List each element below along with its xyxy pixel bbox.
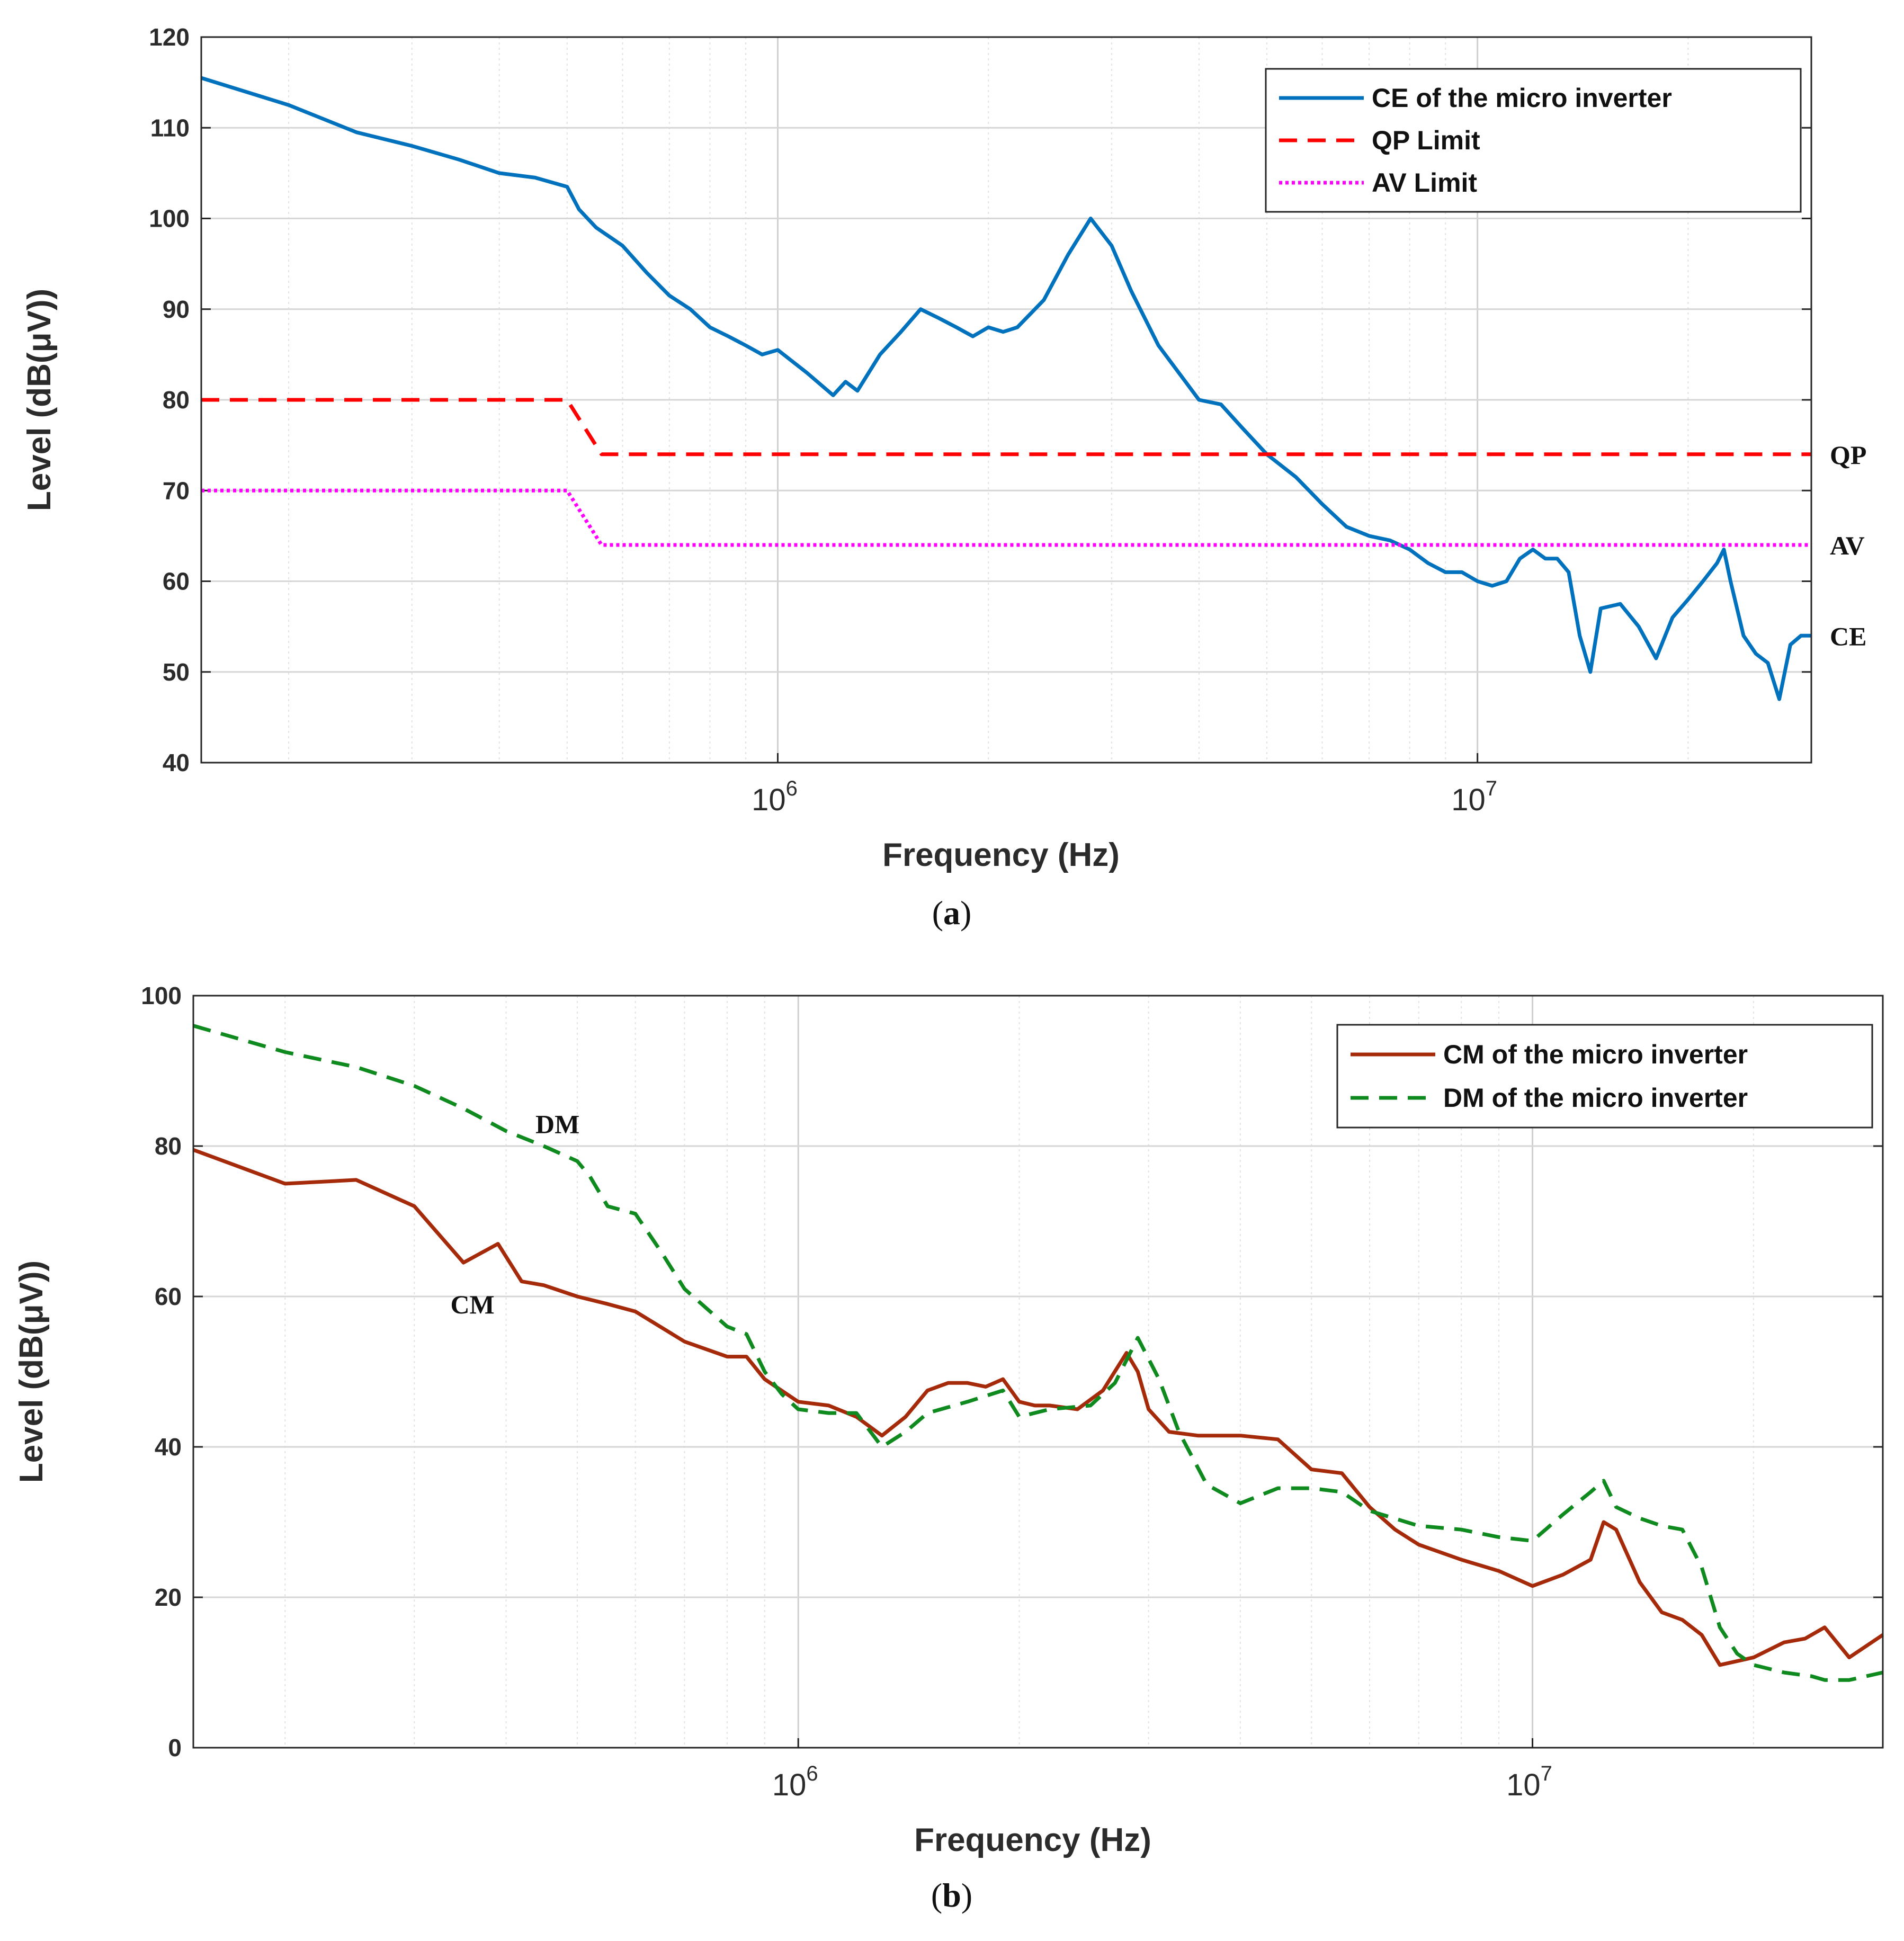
x-axis-label: Frequency (Hz) [914,1822,1151,1858]
y-tick-label: 120 [149,23,190,51]
series-line-1 [200,76,1811,701]
series-line-2 [193,1024,1883,1682]
legend: CM of the micro inverter DM of the micro … [1336,1024,1873,1129]
caption-a: (a) [932,894,972,932]
y-tick-label: 60 [163,568,190,595]
panel-b: 0 20 40 60 80 100 106 107 Frequency (Hz) Level (d… [13,982,1884,1858]
legend-label-3: AV Limit [1372,168,1477,198]
axes-frame [200,36,1812,764]
x-tick-label: 106 [752,777,798,817]
x-tick-label: 107 [1451,777,1497,817]
legend-label-2: QP Limit [1372,126,1480,155]
legend-label-2: DM of the micro inverter [1443,1083,1748,1113]
axes-frame [192,995,1884,1749]
y-tick-label: 0 [168,1734,182,1761]
legend: CE of the micro inverter QP Limit AV Limit [1265,68,1802,213]
panel-a: 40 50 60 70 80 90 100 110 120 106 107 Frequency (Hz… [21,23,1866,873]
x-axis-label: Frequency (Hz) [882,837,1120,873]
y-tick-label: 90 [163,296,190,323]
annotation-dm: DM [535,1109,579,1139]
y-tick-label: 80 [163,386,190,414]
y-tick-label: 50 [163,658,190,686]
legend-label-1: CE of the micro inverter [1372,83,1672,113]
y-tick-label: 60 [155,1283,182,1310]
annotation-av: AV [1830,531,1865,560]
y-tick-label: 20 [155,1584,182,1611]
annotation-qp: QP [1830,440,1866,470]
y-tick-label: 100 [141,982,182,1009]
y-axis-label: Level (dB(μV)) [13,1260,50,1483]
y-tick-label: 40 [163,749,190,776]
y-tick-label: 100 [149,205,190,232]
y-tick-label: 40 [155,1433,182,1461]
caption-b: (b) [931,1876,972,1914]
x-tick-label: 107 [1506,1762,1552,1802]
y-axis-label: Level (dB(μV)) [21,289,58,511]
y-tick-label: 80 [155,1132,182,1160]
series-line-2 [201,398,1811,457]
annotation-cm: CM [450,1290,494,1319]
legend-box [1336,1024,1873,1129]
series-line-1 [192,1148,1884,1667]
legend-label-1: CM of the micro inverter [1443,1040,1748,1069]
y-tick-label: 110 [150,114,190,141]
y-tick-label: 70 [163,477,190,504]
annotation-ce: CE [1830,621,1866,651]
series-line-3 [201,488,1811,547]
legend-box [1265,68,1802,213]
x-tick-label: 106 [772,1762,818,1802]
